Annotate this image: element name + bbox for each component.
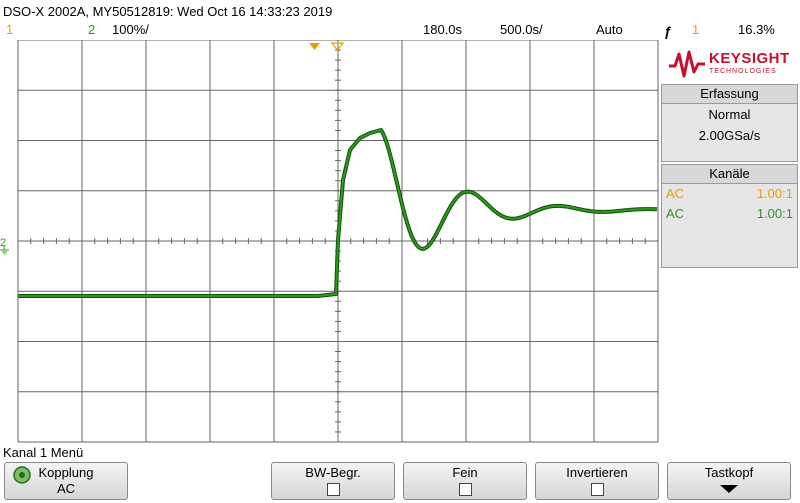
sample-rate: 2.00GSa/s <box>698 128 761 143</box>
acquisition-header: Erfassung <box>662 85 797 104</box>
trigger-mode: Auto <box>596 22 623 37</box>
knob-icon <box>13 466 31 484</box>
ch2-trace <box>18 129 658 297</box>
checkbox-icon[interactable] <box>590 483 604 496</box>
acquisition-panel: Erfassung Normal 2.00GSa/s <box>661 84 798 162</box>
graticule <box>17 40 659 443</box>
softkey-invert[interactable]: Invertieren <box>535 462 659 500</box>
delay-marker-icon <box>309 43 320 50</box>
ch1-indicator[interactable]: 1 <box>6 22 14 37</box>
ch2-coupling: AC <box>666 206 685 221</box>
acquisition-mode: Normal <box>708 107 751 122</box>
timebase-readout: 500.0s/ <box>500 22 543 37</box>
softkey-fine-label: Fein <box>452 465 478 480</box>
ch1-probe: 1.00:1 <box>756 186 793 201</box>
softkey-probe[interactable]: Tastkopf <box>667 462 791 500</box>
channels-header: Kanäle <box>662 165 797 184</box>
ch2-settings-row: AC 1.00:1 <box>662 204 797 224</box>
trigger-level: 16.3% <box>738 22 775 37</box>
softkey-bw-limit[interactable]: BW-Begr. <box>271 462 395 500</box>
logo-subtitle: TECHNOLOGIES <box>709 68 777 75</box>
keysight-logo: KEYSIGHT TECHNOLOGIES <box>661 44 798 82</box>
waveform-display[interactable]: 2 <box>0 40 660 445</box>
softkey-invert-label: Invertieren <box>566 465 628 480</box>
softkey-coupling-label: Kopplung <box>38 465 94 480</box>
ch1-coupling: AC <box>666 186 685 201</box>
ch2-indicator[interactable]: 2 <box>88 22 96 37</box>
softkey-bw-limit-label: BW-Begr. <box>305 465 361 480</box>
softkey-coupling-value: AC <box>56 481 76 496</box>
trigger-source: 1 <box>692 22 700 37</box>
softkey-coupling[interactable]: Kopplung AC <box>4 462 128 500</box>
softkey-probe-label: Tastkopf <box>704 465 754 480</box>
down-arrow-icon <box>720 485 738 493</box>
softkey-fine[interactable]: Fein <box>403 462 527 500</box>
ch2-scale: 100%/ <box>112 22 149 37</box>
keysight-wave-icon <box>669 50 705 78</box>
logo-name: KEYSIGHT <box>709 50 790 67</box>
ground-icon: 2 <box>0 237 9 255</box>
delay-readout: 180.0s <box>423 22 463 37</box>
ch1-settings-row: AC 1.00:1 <box>662 184 797 204</box>
ch2-probe: 1.00:1 <box>756 206 793 221</box>
svg-text:2: 2 <box>0 237 6 249</box>
channels-panel: Kanäle AC 1.00:1 AC 1.00:1 <box>661 164 798 268</box>
trigger-edge-icon: ƒ <box>664 23 672 39</box>
window-title: DSO-X 2002A, MY50512819: Wed Oct 16 14:3… <box>3 4 333 19</box>
menu-title: Kanal 1 Menü <box>3 445 84 460</box>
checkbox-icon[interactable] <box>458 483 472 496</box>
checkbox-icon[interactable] <box>326 483 340 496</box>
trigger-position-icon <box>330 42 345 51</box>
